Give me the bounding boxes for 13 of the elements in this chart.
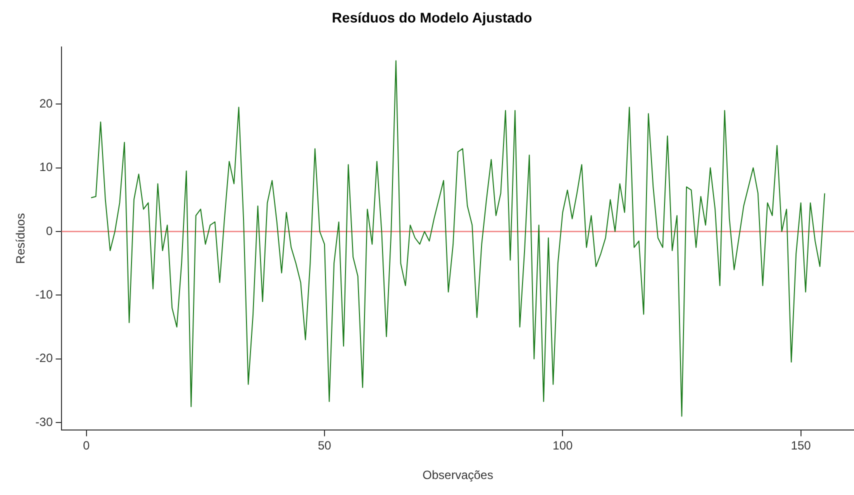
y-tick-label: -30 bbox=[35, 414, 54, 429]
x-tick-label: 0 bbox=[82, 438, 90, 453]
y-tick-label: -10 bbox=[35, 287, 54, 302]
x-tick-label: 100 bbox=[552, 438, 573, 453]
y-tick-label: 20 bbox=[39, 96, 54, 110]
y-tick-label: 0 bbox=[46, 224, 54, 238]
y-tick-label: 10 bbox=[39, 160, 54, 174]
x-axis-title: Observações bbox=[422, 468, 494, 482]
y-axis-title: Resíduos bbox=[14, 213, 28, 264]
y-tick-label: -20 bbox=[35, 351, 54, 366]
x-tick-label: 50 bbox=[318, 438, 332, 453]
x-tick-label: 150 bbox=[790, 438, 812, 453]
chart-title: Resíduos do Modelo Ajustado bbox=[332, 9, 532, 26]
